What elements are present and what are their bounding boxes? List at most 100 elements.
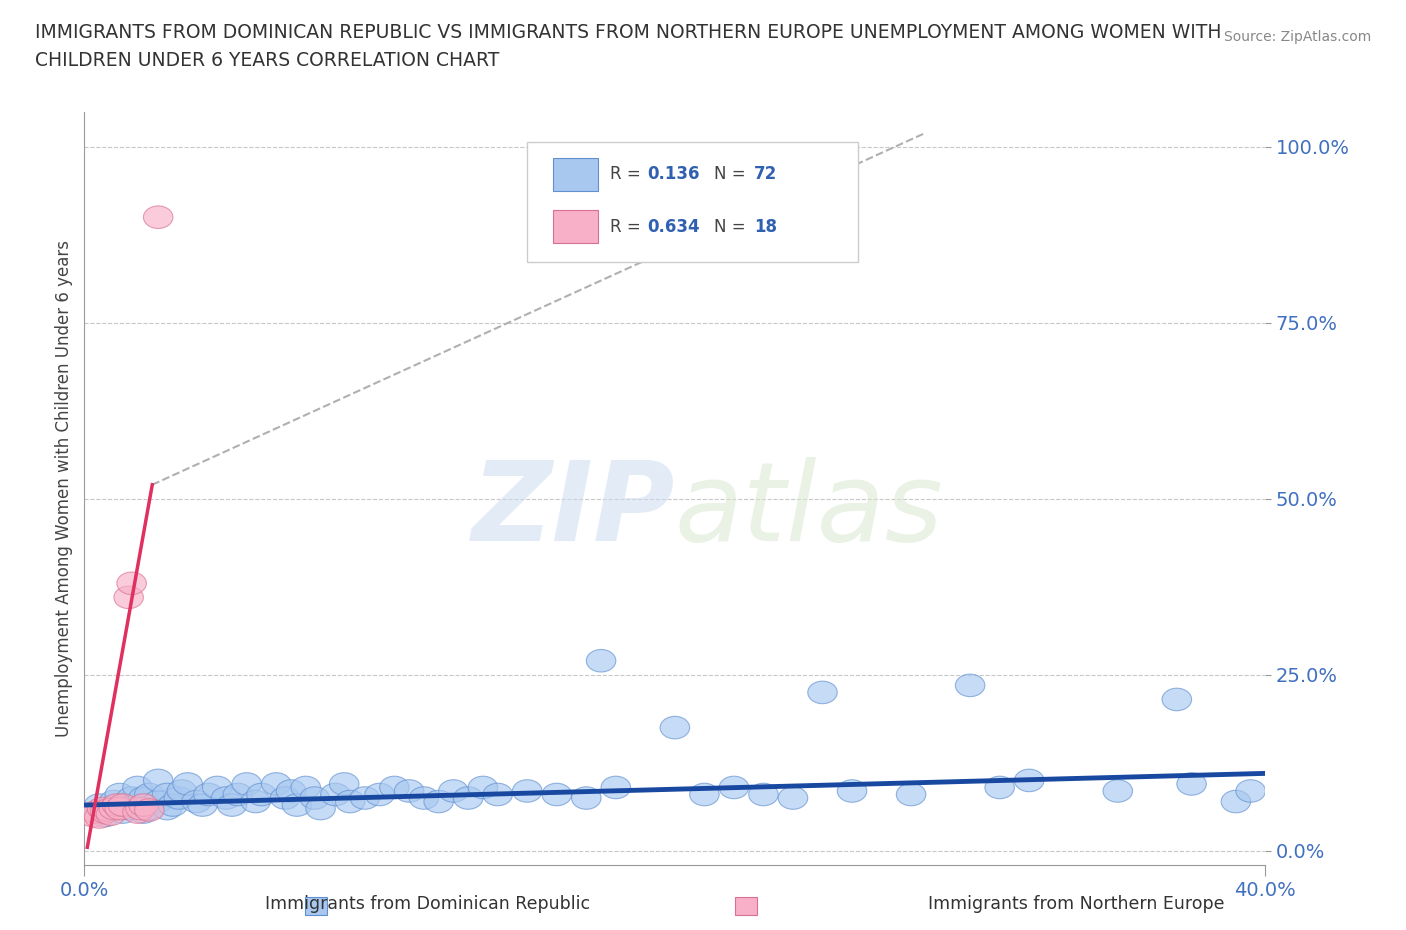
Ellipse shape [224, 783, 253, 805]
Ellipse shape [167, 779, 197, 803]
Ellipse shape [749, 783, 779, 805]
Ellipse shape [541, 783, 572, 805]
FancyBboxPatch shape [553, 210, 598, 244]
Ellipse shape [202, 777, 232, 799]
Ellipse shape [270, 787, 299, 809]
Ellipse shape [690, 783, 720, 805]
FancyBboxPatch shape [527, 141, 858, 262]
Ellipse shape [188, 794, 217, 817]
Ellipse shape [321, 783, 350, 805]
Ellipse shape [108, 801, 138, 823]
Ellipse shape [120, 794, 149, 817]
Text: IMMIGRANTS FROM DOMINICAN REPUBLIC VS IMMIGRANTS FROM NORTHERN EUROPE UNEMPLOYME: IMMIGRANTS FROM DOMINICAN REPUBLIC VS IM… [35, 23, 1222, 42]
Ellipse shape [897, 783, 927, 805]
Ellipse shape [336, 790, 366, 813]
Text: 0.634: 0.634 [648, 218, 700, 236]
Ellipse shape [90, 804, 120, 827]
Ellipse shape [350, 787, 380, 809]
Text: 72: 72 [754, 166, 778, 183]
Ellipse shape [262, 773, 291, 795]
Ellipse shape [152, 783, 181, 805]
Text: N =: N = [714, 218, 751, 236]
Ellipse shape [84, 794, 114, 817]
Y-axis label: Unemployment Among Women with Children Under 6 years: Unemployment Among Women with Children U… [55, 240, 73, 737]
Ellipse shape [129, 794, 159, 817]
Ellipse shape [956, 674, 986, 697]
Ellipse shape [512, 779, 543, 803]
Ellipse shape [122, 801, 152, 823]
Ellipse shape [484, 783, 513, 805]
Ellipse shape [143, 769, 173, 791]
Ellipse shape [117, 572, 146, 594]
Ellipse shape [108, 794, 138, 817]
Ellipse shape [1163, 688, 1192, 711]
Ellipse shape [307, 797, 336, 820]
Ellipse shape [779, 787, 808, 809]
Ellipse shape [1015, 769, 1043, 791]
Ellipse shape [395, 779, 425, 803]
Ellipse shape [117, 787, 146, 809]
Ellipse shape [105, 797, 135, 820]
Ellipse shape [217, 794, 247, 817]
Ellipse shape [366, 783, 394, 805]
Text: CHILDREN UNDER 6 YEARS CORRELATION CHART: CHILDREN UNDER 6 YEARS CORRELATION CHART [35, 51, 499, 70]
Ellipse shape [157, 794, 188, 817]
Ellipse shape [1236, 779, 1265, 803]
Ellipse shape [247, 783, 276, 805]
Ellipse shape [329, 773, 359, 795]
Ellipse shape [135, 799, 165, 821]
Ellipse shape [114, 586, 143, 608]
Ellipse shape [143, 790, 173, 813]
Ellipse shape [439, 779, 468, 803]
Text: 18: 18 [754, 218, 778, 236]
Ellipse shape [409, 787, 439, 809]
Ellipse shape [572, 787, 602, 809]
Ellipse shape [661, 716, 690, 738]
Ellipse shape [808, 681, 838, 704]
Ellipse shape [425, 790, 453, 813]
Ellipse shape [96, 803, 125, 826]
Ellipse shape [135, 783, 165, 805]
Ellipse shape [165, 787, 194, 809]
Ellipse shape [454, 787, 484, 809]
Ellipse shape [1177, 773, 1206, 795]
Ellipse shape [79, 804, 108, 827]
Ellipse shape [986, 777, 1015, 799]
Text: Source: ZipAtlas.com: Source: ZipAtlas.com [1223, 30, 1371, 44]
Text: 0.136: 0.136 [648, 166, 700, 183]
Ellipse shape [173, 773, 202, 795]
Ellipse shape [468, 777, 498, 799]
Ellipse shape [838, 779, 868, 803]
Ellipse shape [105, 783, 135, 805]
Ellipse shape [283, 794, 312, 817]
Ellipse shape [135, 797, 165, 820]
Ellipse shape [122, 777, 152, 799]
Text: R =: R = [610, 218, 645, 236]
FancyBboxPatch shape [305, 897, 328, 915]
Text: Immigrants from Northern Europe: Immigrants from Northern Europe [928, 895, 1225, 913]
Ellipse shape [98, 797, 129, 820]
Ellipse shape [125, 797, 155, 820]
Text: N =: N = [714, 166, 751, 183]
Ellipse shape [1104, 779, 1133, 803]
Ellipse shape [82, 801, 111, 823]
FancyBboxPatch shape [735, 897, 756, 915]
Ellipse shape [129, 801, 159, 823]
Ellipse shape [84, 805, 114, 829]
Ellipse shape [103, 794, 132, 817]
Text: Immigrants from Dominican Republic: Immigrants from Dominican Republic [266, 895, 591, 913]
Ellipse shape [98, 790, 129, 813]
Ellipse shape [143, 206, 173, 229]
Ellipse shape [114, 797, 143, 820]
Ellipse shape [277, 779, 307, 803]
Ellipse shape [586, 649, 616, 672]
Ellipse shape [602, 777, 631, 799]
Ellipse shape [211, 787, 240, 809]
Text: R =: R = [610, 166, 645, 183]
Ellipse shape [129, 787, 159, 809]
Text: ZIP: ZIP [471, 458, 675, 565]
Ellipse shape [181, 790, 211, 813]
Ellipse shape [720, 777, 749, 799]
Ellipse shape [90, 801, 120, 823]
Ellipse shape [1222, 790, 1251, 813]
